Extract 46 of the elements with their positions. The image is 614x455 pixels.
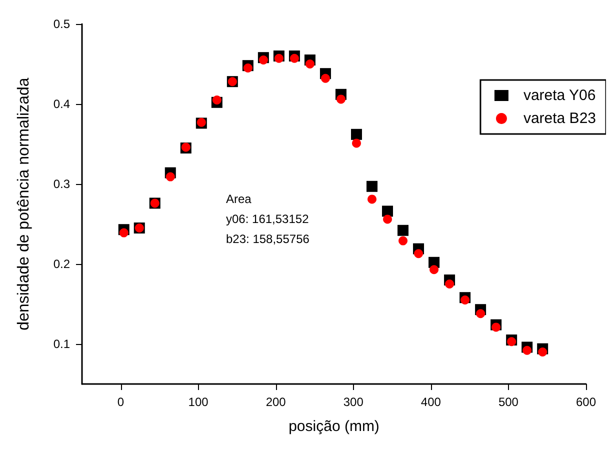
- point: [414, 249, 424, 258]
- point: [522, 346, 532, 355]
- x-tick-label: 400: [420, 395, 442, 409]
- point: [492, 322, 501, 332]
- point: [305, 60, 314, 68]
- y-tick-label: 0.4: [53, 97, 70, 111]
- point: [166, 172, 175, 182]
- point: [212, 96, 222, 104]
- x-tick-label: 600: [576, 395, 596, 409]
- y-tick-label: 0.2: [53, 257, 70, 271]
- annotation: Area: [226, 192, 252, 206]
- point: [430, 265, 439, 274]
- y-axis-title: densidade de potência normalizada: [16, 78, 32, 330]
- point: [382, 206, 393, 217]
- annotation: y06: 161,53152: [226, 212, 310, 226]
- point: [258, 56, 268, 64]
- point: [398, 224, 409, 236]
- annotation: b23: 158,55756: [226, 232, 310, 246]
- x-tick-label: 300: [343, 395, 364, 409]
- point: [368, 194, 376, 204]
- point: [445, 280, 454, 288]
- x-tick-label: 500: [498, 395, 519, 409]
- point: [398, 236, 408, 246]
- point: [274, 54, 284, 63]
- point: [538, 348, 548, 356]
- point: [383, 214, 392, 224]
- point: [320, 74, 330, 83]
- point: [336, 94, 346, 104]
- point: [507, 337, 516, 346]
- x-tick-label: 100: [188, 395, 209, 409]
- y-tick-label: 0.1: [53, 337, 70, 351]
- point: [460, 296, 470, 304]
- point: [366, 180, 378, 192]
- x-tick-label: 0: [117, 395, 124, 409]
- legend-label: vareta B23: [523, 110, 596, 127]
- point: [352, 138, 361, 148]
- point: [243, 64, 252, 72]
- point: [350, 128, 362, 140]
- point: [290, 54, 299, 63]
- x-tick-label: 200: [266, 395, 286, 409]
- x-axis-title: posição (mm): [288, 418, 380, 435]
- point: [476, 309, 486, 318]
- point: [119, 228, 128, 238]
- y-tick-label: 0.5: [53, 17, 70, 31]
- y-tick-label: 0.3: [53, 177, 70, 191]
- legend-label: vareta Y06: [523, 87, 596, 104]
